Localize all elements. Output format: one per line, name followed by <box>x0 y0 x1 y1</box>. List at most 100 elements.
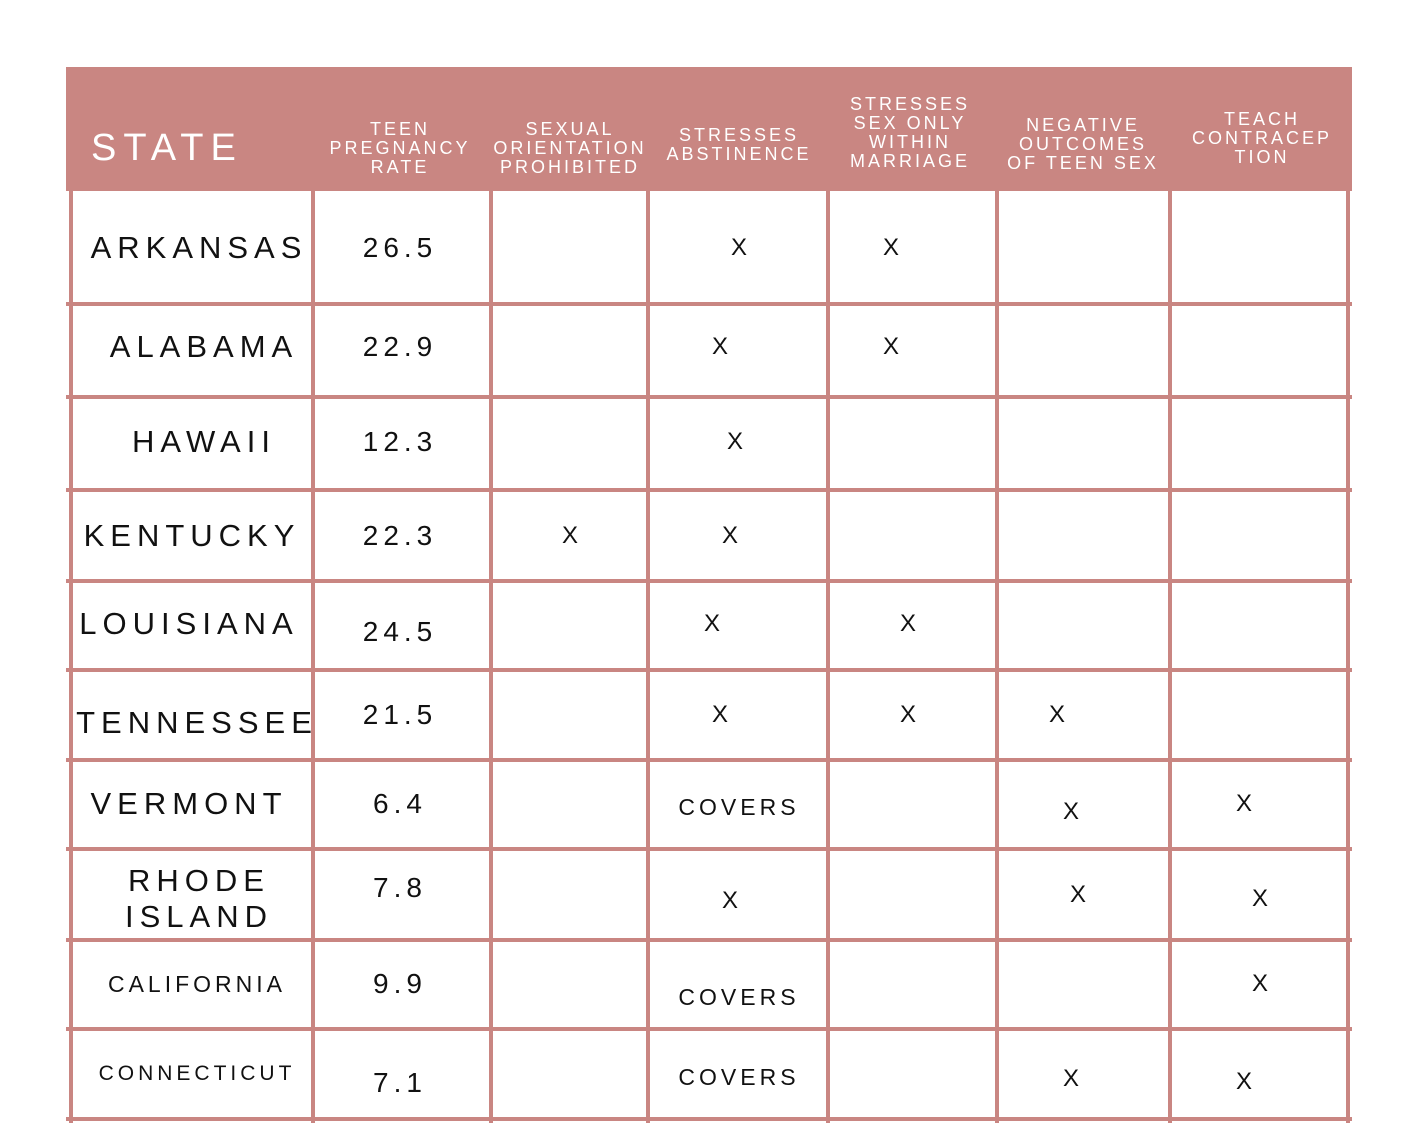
teen-pregnancy-rate-cell: 6.4 <box>373 787 427 819</box>
state-cell: RHODE ISLAND <box>125 862 273 934</box>
table-row: TENNESSEE 21.5 X X X <box>66 670 1352 759</box>
negative-outcomes-cell <box>994 579 1172 668</box>
grid-line-vertical <box>489 191 493 1123</box>
orientation-prohibited-cell <box>488 759 652 848</box>
orientation-prohibited-cell <box>488 850 652 939</box>
negative-outcomes-cell: X <box>1048 700 1065 728</box>
stresses-abstinence-cell: COVERS <box>678 984 800 1010</box>
grid-line-horizontal <box>66 488 1352 492</box>
grid-line-vertical <box>69 191 73 1123</box>
stresses-abstinence-cell: X <box>711 700 728 728</box>
teach-contraception-cell: X <box>1235 789 1252 817</box>
teen-pregnancy-rate-cell: 21.5 <box>362 698 438 730</box>
table-row: KENTUCKY 22.3 X X <box>66 491 1352 580</box>
grid-line-horizontal <box>66 938 1352 942</box>
header-stresses-sex-only-within-marriage: STRESSES SEX ONLY WITHIN MARRIAGE <box>849 94 971 171</box>
grid-line-horizontal <box>66 668 1352 672</box>
orientation-prohibited-cell <box>488 670 652 759</box>
teen-pregnancy-rate-cell: 22.9 <box>362 330 438 362</box>
negative-outcomes-cell <box>994 939 1172 1028</box>
orientation-prohibited-cell <box>488 397 652 486</box>
marriage-only-cell <box>826 1029 994 1118</box>
state-cell: LOUISIANA <box>79 605 299 641</box>
table-header: STATE TEEN PREGNANCY RATE SEXUAL ORIENTA… <box>66 67 1352 191</box>
grid-line-vertical <box>311 191 315 1123</box>
stresses-abstinence-cell: X <box>703 609 720 637</box>
header-teen-pregnancy-rate: TEEN PREGNANCY RATE <box>329 118 471 177</box>
negative-outcomes-cell: X <box>1069 880 1086 908</box>
teach-contraception-cell <box>1172 203 1352 292</box>
orientation-prohibited-cell: X <box>561 521 578 549</box>
marriage-only-cell <box>826 850 994 939</box>
teen-pregnancy-rate-cell: 9.9 <box>373 967 427 999</box>
state-cell: TENNESSEE <box>76 704 318 740</box>
header-state: STATE <box>91 127 243 169</box>
state-cell: KENTUCKY <box>83 517 301 553</box>
header-teach-contraception: TEACH CONTRACEP TION <box>1191 108 1332 167</box>
grid-line-horizontal <box>66 847 1352 851</box>
state-cell: CALIFORNIA <box>107 970 287 997</box>
grid-line-horizontal <box>66 395 1352 399</box>
grid-line-horizontal <box>66 302 1352 306</box>
negative-outcomes-cell <box>994 397 1172 486</box>
grid-line-horizontal <box>66 1117 1352 1121</box>
teach-contraception-cell <box>1172 302 1352 391</box>
marriage-only-cell <box>826 491 994 580</box>
grid-line-vertical <box>646 191 650 1123</box>
state-cell: ARKANSAS <box>90 229 308 265</box>
teen-pregnancy-rate-cell: 7.1 <box>373 1066 427 1098</box>
negative-outcomes-cell <box>994 302 1172 391</box>
negative-outcomes-cell: X <box>1062 797 1079 825</box>
marriage-only-cell: X <box>899 700 916 728</box>
stresses-abstinence-cell: X <box>711 332 728 360</box>
header-stresses-abstinence: STRESSES ABSTINENCE <box>666 125 812 164</box>
state-cell: HAWAII <box>132 423 276 459</box>
marriage-only-cell: X <box>882 332 899 360</box>
teach-contraception-cell <box>1172 491 1352 580</box>
table-row: LOUISIANA 24.5 X X <box>66 579 1352 668</box>
negative-outcomes-cell: X <box>1062 1064 1079 1092</box>
grid-line-horizontal <box>66 1027 1352 1031</box>
header-sexual-orientation-prohibited: SEXUAL ORIENTATION PROHIBITED <box>493 118 647 177</box>
marriage-only-cell <box>826 397 994 486</box>
grid-line-vertical <box>1346 191 1350 1123</box>
stresses-abstinence-cell: X <box>721 886 738 914</box>
grid-line-vertical <box>995 191 999 1123</box>
orientation-prohibited-cell <box>488 939 652 1028</box>
grid-line-vertical <box>826 191 830 1123</box>
marriage-only-cell: X <box>882 233 899 261</box>
orientation-prohibited-cell <box>488 579 652 668</box>
orientation-prohibited-cell <box>488 302 652 391</box>
teen-pregnancy-rate-cell: 24.5 <box>362 615 438 647</box>
table-row: CALIFORNIA 9.9 COVERS X <box>66 939 1352 1028</box>
stresses-abstinence-cell: COVERS <box>678 1064 800 1090</box>
table-row: HAWAII 12.3 X <box>66 397 1352 486</box>
teen-pregnancy-rate-cell: 26.5 <box>362 231 438 263</box>
state-cell: CONNECTICUT <box>98 1061 296 1085</box>
table-row: CONNECTICUT 7.1 COVERS X X <box>66 1029 1352 1118</box>
stresses-abstinence-cell: COVERS <box>678 794 800 820</box>
stresses-abstinence-cell: X <box>726 427 743 455</box>
teach-contraception-cell: X <box>1251 884 1268 912</box>
table-row: VERMONT 6.4 COVERS X X <box>66 759 1352 848</box>
state-cell: VERMONT <box>90 785 288 821</box>
teen-pregnancy-rate-cell: 12.3 <box>362 425 438 457</box>
orientation-prohibited-cell <box>488 203 652 292</box>
teen-pregnancy-rate-cell: 7.8 <box>373 871 427 903</box>
teen-pregnancy-rate-cell: 22.3 <box>362 519 438 551</box>
state-cell: ALABAMA <box>109 328 299 364</box>
table-row: RHODE ISLAND 7.8 X X X <box>66 850 1352 939</box>
teach-contraception-cell <box>1172 670 1352 759</box>
teach-contraception-cell: X <box>1251 969 1268 997</box>
teach-contraception-cell <box>1172 397 1352 486</box>
state-policy-table: STATE TEEN PREGNANCY RATE SEXUAL ORIENTA… <box>66 67 1352 1123</box>
negative-outcomes-cell <box>994 203 1172 292</box>
marriage-only-cell <box>826 759 994 848</box>
negative-outcomes-cell <box>994 491 1172 580</box>
stresses-abstinence-cell: X <box>721 521 738 549</box>
table-row: ALABAMA 22.9 X X <box>66 302 1352 391</box>
teach-contraception-cell <box>1172 579 1352 668</box>
stresses-abstinence-cell: X <box>730 233 747 261</box>
marriage-only-cell: X <box>899 609 916 637</box>
grid-line-horizontal <box>66 579 1352 583</box>
